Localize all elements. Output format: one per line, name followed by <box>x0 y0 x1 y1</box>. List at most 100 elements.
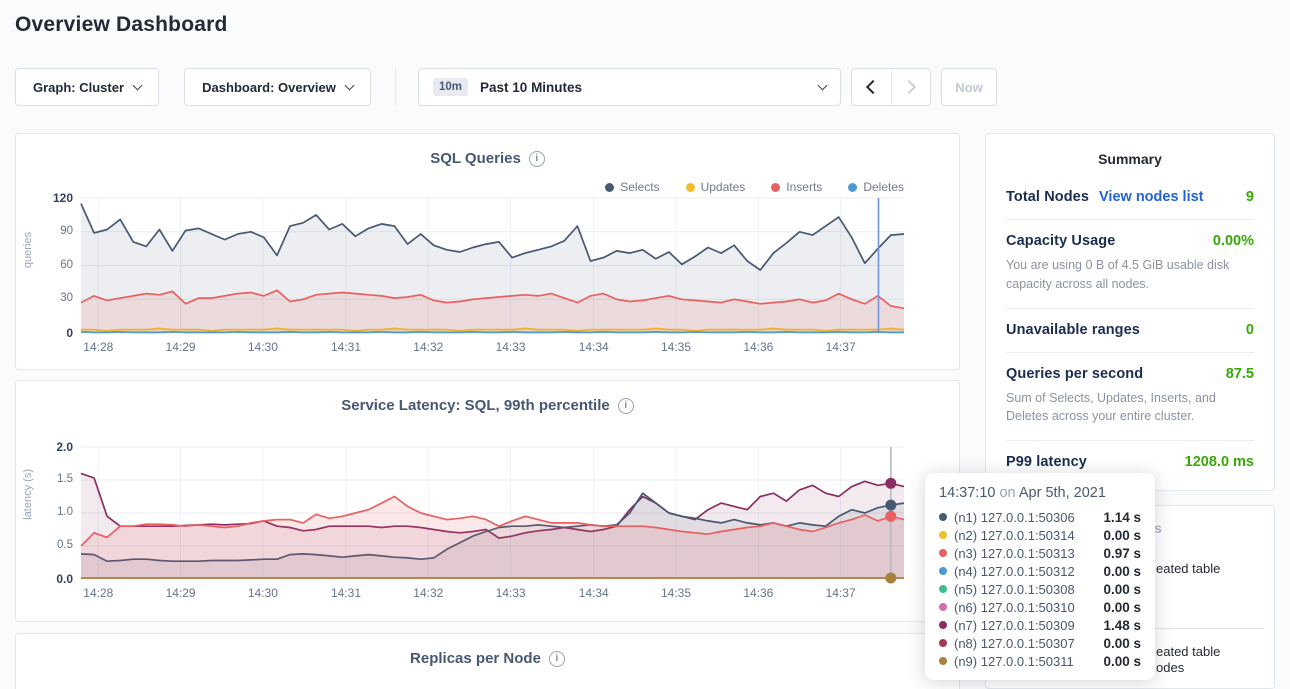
now-button-label: Now <box>955 79 983 95</box>
tooltip-node-value: 0.00 s <box>1103 563 1141 579</box>
tooltip-node-value: 0.00 s <box>1103 653 1141 669</box>
chevron-down-icon <box>344 80 355 90</box>
summary-panel: Summary Total Nodes View nodes list 9 Ca… <box>985 133 1275 491</box>
tooltip-series-row: (n9) 127.0.0.1:50311 0.00 s <box>939 652 1141 670</box>
tooltip-node-label: (n4) 127.0.0.1:50312 <box>954 563 1075 579</box>
dashboard-dropdown-label: Dashboard: Overview <box>202 79 336 95</box>
legend-label: Inserts <box>786 180 823 194</box>
time-back-button[interactable] <box>852 69 891 105</box>
tooltip-node-value: 1.14 s <box>1103 509 1141 525</box>
sql-queries-svg <box>80 197 905 334</box>
tooltip-node-label: (n1) 127.0.0.1:50306 <box>954 509 1075 525</box>
legend-item-selects[interactable]: Selects <box>605 180 660 194</box>
chevron-left-icon <box>866 79 881 95</box>
info-icon[interactable] <box>617 397 634 414</box>
info-icon[interactable] <box>548 650 565 667</box>
legend-label: Selects <box>620 180 660 194</box>
tooltip-rows: (n1) 127.0.0.1:50306 1.14 s (n2) 127.0.0.1… <box>939 508 1141 670</box>
unavailable-ranges-row: Unavailable ranges 0 <box>1006 309 1254 353</box>
tooltip-node-label: (n3) 127.0.0.1:50313 <box>954 545 1075 561</box>
tooltip-node-value: 0.00 s <box>1103 599 1141 615</box>
now-button[interactable]: Now <box>941 68 997 106</box>
event-item-fragment[interactable]: eated table <box>1156 644 1221 659</box>
x-tick-label: 14:33 <box>495 586 526 600</box>
total-nodes-label: Total Nodes <box>1006 189 1090 205</box>
legend-dot-icon <box>685 182 695 192</box>
dashboard-dropdown[interactable]: Dashboard: Overview <box>184 68 371 106</box>
events-divider <box>1046 628 1264 629</box>
time-window-label: Past 10 Minutes <box>480 79 583 95</box>
x-tick-label: 14:30 <box>247 586 278 600</box>
sql-queries-chart-title: SQL Queries <box>16 150 959 167</box>
series-dot-icon <box>939 531 947 539</box>
tooltip-node-value: 1.48 s <box>1103 617 1141 633</box>
unavailable-ranges-label: Unavailable ranges <box>1006 321 1140 338</box>
sql-queries-plot[interactable]: 0 30 60 90 120 14:28 14:29 14:30 14:31 14:32 14:33… <box>53 191 905 354</box>
tooltip-node-label: (n7) 127.0.0.1:50309 <box>954 617 1075 633</box>
sql-queries-card: SQL Queries Selects Updates Inserts Deletes… <box>15 133 960 370</box>
info-icon[interactable] <box>528 150 545 167</box>
tooltip-series-row: (n8) 127.0.0.1:50307 0.00 s <box>939 634 1141 652</box>
page-title: Overview Dashboard <box>15 13 228 36</box>
p99-latency-label: P99 latency <box>1006 454 1087 470</box>
tooltip-series-row: (n3) 127.0.0.1:50313 0.97 s <box>939 544 1141 562</box>
capacity-usage-description: You are using 0 B of 4.5 GiB usable disk… <box>1006 258 1230 291</box>
event-item-fragment[interactable]: odes <box>1156 660 1185 675</box>
tooltip-series-row: (n4) 127.0.0.1:50312 0.00 s <box>939 562 1141 580</box>
x-tick-label: 14:36 <box>743 340 774 354</box>
series-dot-icon <box>939 639 947 647</box>
y-tick-label: 1.0 <box>57 506 73 518</box>
x-tick-label: 14:31 <box>330 586 362 600</box>
series-dot-icon <box>939 513 947 521</box>
x-tick-label: 14:31 <box>330 340 362 354</box>
series-dot-icon <box>939 621 947 629</box>
time-window-badge: 10m <box>433 78 469 96</box>
tooltip-node-label: (n2) 127.0.0.1:50314 <box>954 527 1075 543</box>
tooltip-series-row: (n2) 127.0.0.1:50314 0.00 s <box>939 526 1141 544</box>
tooltip-node-label: (n8) 127.0.0.1:50307 <box>954 635 1075 651</box>
y-tick-label: 30 <box>60 292 73 305</box>
x-tick-label: 14:32 <box>413 586 444 600</box>
y-tick-label: 60 <box>60 258 73 271</box>
series-dot-icon <box>939 567 947 575</box>
replicas-per-node-card: Replicas per Node <box>15 633 960 689</box>
capacity-usage-row: Capacity Usage 0.00% You are using 0 B o… <box>1006 220 1254 309</box>
view-nodes-list-link[interactable]: View nodes list <box>1099 189 1204 205</box>
event-item-fragment[interactable]: eated table <box>1156 561 1221 576</box>
series-dot-icon <box>939 585 947 593</box>
tooltip-series-row: (n5) 127.0.0.1:50308 0.00 s <box>939 580 1141 598</box>
y-tick-label: 0 <box>66 326 73 340</box>
queries-per-second-description: Sum of Selects, Updates, Inserts, and De… <box>1006 390 1216 424</box>
legend-dot-icon <box>605 182 615 192</box>
chevron-down-icon <box>817 80 828 90</box>
series-dot-icon <box>939 657 947 665</box>
total-nodes-row: Total Nodes View nodes list 9 <box>1006 176 1254 220</box>
legend-item-updates[interactable]: Updates <box>685 180 746 194</box>
x-tick-label: 14:35 <box>661 586 692 600</box>
tooltip-node-label: (n6) 127.0.0.1:50310 <box>954 599 1075 615</box>
tooltip-node-label: (n9) 127.0.0.1:50311 <box>954 653 1074 669</box>
tooltip-series-row: (n1) 127.0.0.1:50306 1.14 s <box>939 508 1141 526</box>
time-range-picker[interactable]: 10m Past 10 Minutes <box>418 68 841 106</box>
queries-per-second-value: 87.5 <box>1225 365 1254 382</box>
legend-label: Updates <box>700 180 746 194</box>
series-dot-icon <box>939 603 947 611</box>
total-nodes-value: 9 <box>1245 189 1254 205</box>
controls-divider <box>395 68 396 106</box>
x-tick-label: 14:37 <box>825 340 856 354</box>
legend-item-deletes[interactable]: Deletes <box>848 180 904 194</box>
graph-dropdown[interactable]: Graph: Cluster <box>15 68 159 106</box>
y-tick-label: 90 <box>60 224 73 237</box>
x-tick-label: 14:37 <box>825 586 856 600</box>
service-latency-card: Service Latency: SQL, 99th percentile 0.… <box>15 380 960 622</box>
service-latency-svg <box>80 446 905 584</box>
time-forward-button[interactable] <box>890 69 931 105</box>
tooltip-series-row: (n6) 127.0.0.1:50310 0.00 s <box>939 598 1141 616</box>
queries-per-second-row: Queries per second 87.5 Sum of Selects, … <box>1006 353 1254 441</box>
service-latency-plot[interactable]: 0.0 0.5 1.0 1.5 2.0 14:28 14:29 14:30 14:31 14:32… <box>56 440 905 600</box>
replicas-chart-title: Replicas per Node <box>16 650 959 667</box>
series-dot-icon <box>939 549 947 557</box>
legend-dot-icon <box>771 182 781 192</box>
legend-item-inserts[interactable]: Inserts <box>771 180 822 194</box>
